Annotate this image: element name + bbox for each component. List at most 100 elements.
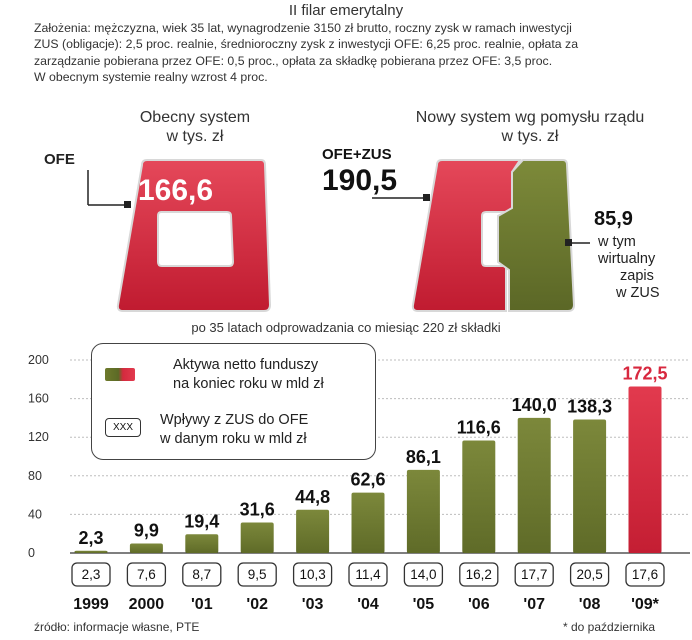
inflow-box — [71, 562, 111, 587]
legend-assets-swatch — [105, 368, 135, 381]
assumption-line: W obecnym systemie realny wzrost 4 proc. — [34, 69, 268, 84]
y-tick-label: 80 — [28, 469, 42, 483]
ofe-leader-marker — [124, 201, 131, 208]
comparison-graphics — [87, 159, 590, 312]
inflow-value-label: 17,7 — [521, 567, 547, 582]
current-value: 166,6 — [138, 174, 214, 207]
assumptions-text: Założenia: mężczyzna, wiek 35 lat, wynag… — [34, 20, 684, 85]
legend-inflow-text: Wpływy z ZUS do OFE w danym roku w mld z… — [160, 411, 308, 449]
new-title-unit: w tys. zł — [501, 128, 559, 145]
inflow-box — [182, 562, 222, 587]
current-title-unit: w tys. zł — [166, 128, 224, 145]
asset-value-label: 2,3 — [78, 528, 103, 548]
asset-bar — [240, 522, 274, 553]
inflow-value-label: 17,6 — [632, 567, 658, 582]
total-value: 190,5 — [322, 164, 398, 197]
total-leader-marker — [423, 194, 430, 201]
inflow-box — [292, 562, 333, 587]
x-category-label: '05 — [413, 596, 435, 613]
assumption-line: ZUS (obligacje): 2,5 proc. realnie, śred… — [34, 37, 579, 52]
zus-value: 85,9 — [594, 208, 633, 230]
assumption-line: Założenia: mężczyzna, wiek 35 lat, wynag… — [34, 21, 572, 35]
x-category-label: '07 — [523, 596, 545, 613]
inflow-value-label: 7,6 — [137, 567, 156, 582]
asset-value-label: 31,6 — [240, 500, 275, 520]
inflow-value-label: 8,7 — [192, 567, 211, 582]
x-category-label: 1999 — [73, 596, 109, 613]
inflow-value-label: 9,5 — [248, 567, 267, 582]
asset-value-label: 116,6 — [457, 417, 501, 437]
zus-desc-line: w tym — [598, 234, 636, 250]
assumption-line: zarządzanie pobierana przez OFE: 0,5 pro… — [34, 53, 553, 68]
inflow-box — [348, 562, 388, 587]
asset-bar — [573, 419, 607, 553]
inflow-value-label: 10,3 — [299, 567, 325, 582]
inflow-box — [569, 562, 610, 587]
inflow-box — [237, 562, 277, 587]
asset-value-label: 138,3 — [567, 397, 612, 417]
asset-value-label: 19,4 — [184, 511, 219, 531]
y-tick-label: 160 — [28, 392, 49, 406]
inflow-box — [126, 562, 167, 587]
new-system-square — [411, 159, 576, 312]
y-tick-label: 0 — [28, 546, 35, 560]
y-tick-label: 120 — [28, 430, 49, 444]
inflow-value-label: 2,3 — [82, 567, 101, 582]
asset-value-label: 44,8 — [295, 487, 330, 507]
inflow-value-label: 11,4 — [355, 567, 381, 582]
source-note: źródło: informacje własne, PTE — [34, 620, 200, 634]
asset-value-label: 62,6 — [350, 470, 385, 490]
x-category-label: '08 — [579, 596, 601, 613]
asset-bar — [517, 417, 551, 553]
current-system-title: Obecny system w tys. zł — [110, 108, 280, 146]
legend-line: na koniec roku w mld zł — [173, 376, 324, 392]
x-category-label: '02 — [246, 596, 268, 613]
new-title-line: Nowy system wg pomysłu rządu — [415, 109, 645, 126]
legend-line: Wpływy z ZUS do OFE — [160, 412, 309, 428]
asset-value-label: 9,9 — [134, 520, 159, 540]
asset-bar — [628, 386, 662, 553]
y-tick-label: 200 — [28, 353, 49, 367]
asset-bar — [462, 440, 496, 553]
zus-desc-line: zapis — [620, 268, 654, 284]
asset-value-label: 172,5 — [622, 364, 667, 384]
inflow-box — [625, 562, 665, 587]
inflow-value-label: 20,5 — [576, 567, 602, 582]
inflow-box — [403, 562, 444, 587]
ofe-label: OFE — [44, 151, 75, 168]
asset-value-label: 140,0 — [512, 395, 557, 415]
inflow-box — [459, 562, 499, 587]
asset-bar — [296, 509, 330, 553]
legend-inflow-box: XXX — [105, 418, 141, 437]
infographic-title: II filar emerytalny — [288, 2, 404, 19]
y-tick-label: 40 — [28, 507, 42, 521]
inflow-value-label: 14,0 — [410, 567, 436, 582]
zus-leader-marker — [565, 239, 572, 246]
legend-line: Aktywa netto funduszy — [173, 357, 319, 373]
current-title-line: Obecny system — [139, 109, 251, 126]
comparison-note: po 35 latach odprowadzania co miesiąc 22… — [191, 320, 501, 335]
footnote: * do października — [563, 620, 656, 634]
new-system-title: Nowy system wg pomysłu rządu w tys. zł — [380, 108, 680, 146]
zus-desc-line: wirtualny — [598, 251, 656, 267]
x-category-label: '09* — [631, 596, 660, 613]
asset-bar — [129, 543, 163, 553]
legend-assets-text: Aktywa netto funduszy na koniec roku w m… — [173, 356, 324, 394]
legend-line: w danym roku w mld zł — [160, 431, 307, 447]
zus-desc-line: w ZUS — [616, 285, 660, 301]
x-category-label: 2000 — [129, 596, 165, 613]
chart-legend: Aktywa netto funduszy na koniec roku w m… — [91, 343, 376, 460]
inflow-box — [514, 562, 554, 587]
x-category-label: '01 — [191, 596, 213, 613]
asset-bar — [74, 550, 108, 553]
total-label: OFE+ZUS — [322, 146, 392, 163]
asset-bar — [351, 492, 385, 553]
zus-description: w tym wirtualny zapis w ZUS — [598, 234, 660, 302]
asset-value-label: 86,1 — [406, 447, 441, 467]
x-category-label: '06 — [468, 596, 490, 613]
inflow-value-label: 16,2 — [466, 567, 492, 582]
x-category-label: '03 — [302, 596, 324, 613]
asset-bar — [406, 469, 440, 553]
x-category-label: '04 — [357, 596, 379, 613]
